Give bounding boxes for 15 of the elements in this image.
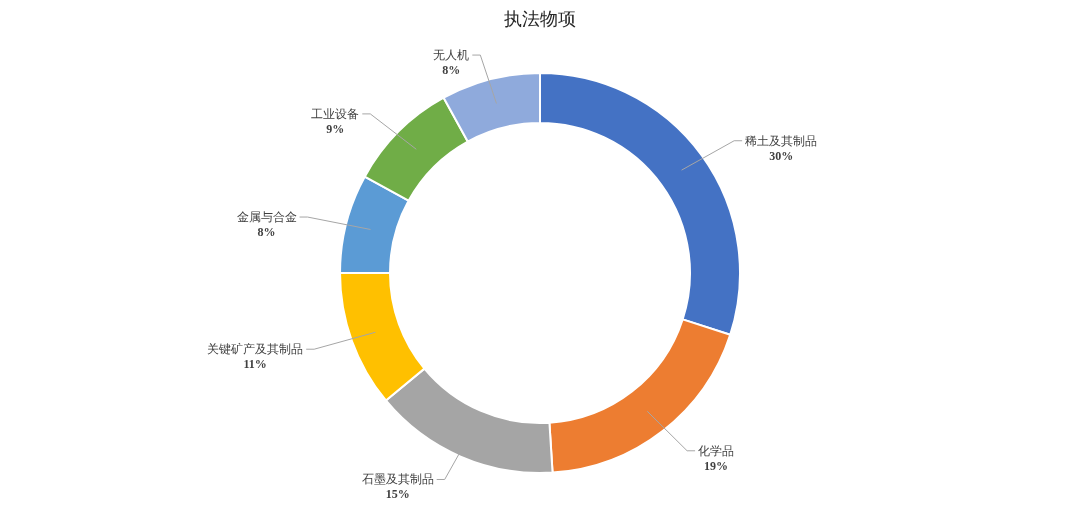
slice-label: 关键矿产及其制品 xyxy=(207,342,304,357)
data-label: 19% xyxy=(704,458,729,473)
data-label: 30% xyxy=(769,148,794,163)
slice-label: 工业设备 xyxy=(311,106,360,121)
slice-label: 稀土及其制品 xyxy=(745,133,818,148)
data-label: 11% xyxy=(243,357,267,372)
slice-label: 化学品 xyxy=(698,443,735,458)
data-label: 8% xyxy=(442,63,461,78)
slice-label: 无人机 xyxy=(433,48,470,63)
slice-label: 金属与合金 xyxy=(236,210,297,225)
slice-label: 石墨及其制品 xyxy=(361,472,434,487)
chart-title: 执法物项 xyxy=(504,9,576,29)
data-label: 8% xyxy=(257,225,276,240)
data-label: 15% xyxy=(385,487,410,502)
data-label: 9% xyxy=(326,121,345,136)
